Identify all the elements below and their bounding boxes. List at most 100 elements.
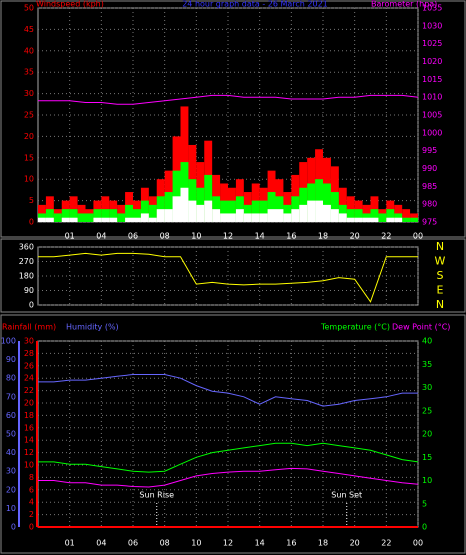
x-tick-label: 20 — [350, 539, 360, 548]
y2-tick-label: 995 — [422, 146, 437, 155]
x-tick-label: 08 — [160, 232, 170, 241]
y-tick-label: 0 — [29, 523, 34, 532]
wind-bar — [109, 217, 118, 222]
wind-bar — [77, 213, 86, 222]
wind-bar — [69, 217, 78, 222]
wind-bar — [299, 204, 308, 222]
wind-bar — [243, 213, 252, 222]
legend-label: Humidity (%) — [66, 323, 119, 332]
wind-bar — [53, 213, 62, 222]
x-tick-label: 08 — [160, 539, 170, 548]
wind-bar — [133, 217, 141, 222]
wind-bar — [346, 209, 355, 222]
wind-bar — [323, 204, 331, 222]
x-tick-label: 16 — [286, 232, 296, 241]
y3-tick-label: 10 — [6, 504, 16, 513]
y2-tick-label: 985 — [422, 182, 437, 191]
wind-bar — [402, 217, 411, 222]
y-tick-label: 90 — [24, 286, 34, 295]
x-tick-label: 06 — [128, 232, 138, 241]
x-tick-label: 06 — [128, 539, 138, 548]
y-tick-label: 10 — [24, 175, 34, 184]
y3-tick-label: 70 — [6, 392, 16, 401]
wind-bar — [148, 204, 157, 222]
x-tick-label: 12 — [223, 232, 233, 241]
y2-tick-label: E — [437, 284, 444, 297]
wind-bar — [61, 209, 70, 222]
annotation: Sun Rise — [139, 491, 174, 500]
wind-bar — [45, 209, 54, 222]
x-tick-label: 00 — [413, 539, 423, 548]
wind-bar — [378, 213, 387, 222]
y-tick-label: 24 — [24, 374, 34, 383]
y2-axis-label: Barometer (hpa) — [371, 0, 437, 9]
wind-bar — [109, 209, 118, 222]
wind-bar — [125, 217, 133, 222]
wind-bar — [307, 200, 316, 222]
y2-tick-label: 1030 — [422, 21, 442, 30]
y2-tick-label: 990 — [422, 164, 437, 173]
wind-bar — [180, 187, 189, 222]
wind-bar — [101, 209, 110, 222]
wind-bar — [164, 209, 173, 222]
x-tick-label: 10 — [191, 539, 201, 548]
legend-label: Temperature (°C) — [320, 323, 390, 332]
y2-tick-label: 980 — [422, 200, 437, 209]
y2-tick-label: 1010 — [422, 93, 442, 102]
wind-bar — [156, 209, 165, 222]
wind-bar — [410, 217, 418, 222]
y2-tick-label: 40 — [422, 337, 432, 346]
wind-bar — [228, 200, 236, 222]
y3-tick-label: 100 — [1, 337, 16, 346]
y-tick-label: 15 — [24, 153, 34, 162]
wind-bar — [228, 213, 236, 222]
wind-bar — [93, 209, 102, 222]
wind-bar — [125, 204, 133, 222]
x-tick-label: 01 — [65, 539, 75, 548]
panel-frame — [0, 0, 466, 238]
y2-tick-label: N — [436, 298, 444, 311]
y-tick-label: 14 — [24, 436, 34, 445]
y3-tick-label: 90 — [6, 355, 16, 364]
x-tick-label: 18 — [318, 232, 328, 241]
series-line — [38, 374, 418, 407]
legend-label: Rainfall (mm) — [2, 323, 56, 332]
wind-bar — [291, 209, 300, 222]
wind-bar — [204, 200, 213, 222]
y-tick-label: 12 — [24, 448, 34, 457]
y-tick-label: 4 — [29, 498, 34, 507]
wind-bar — [370, 209, 379, 222]
x-tick-label: 22 — [381, 539, 391, 548]
x-tick-label: 12 — [223, 539, 233, 548]
panel-frame — [0, 314, 466, 554]
wind-bar — [188, 200, 197, 222]
annotation: Sun Set — [331, 491, 362, 500]
x-tick-label: 10 — [191, 232, 201, 241]
wind-bar — [267, 192, 276, 222]
wind-bar — [259, 213, 268, 222]
chart-title: 24 hour graph data - 26 March 2021 — [182, 0, 328, 9]
wind-bar — [45, 217, 54, 222]
wind-bar — [283, 213, 292, 222]
wind-bar — [323, 183, 331, 222]
y-tick-label: 270 — [19, 257, 34, 266]
wind-bar — [85, 213, 94, 222]
wind-bar — [315, 200, 323, 222]
y2-tick-label: 15 — [422, 453, 432, 462]
panel-frame — [0, 238, 466, 313]
y-tick-label: 30 — [24, 89, 34, 98]
wind-bar — [354, 217, 363, 222]
series-line — [38, 94, 419, 105]
y-tick-label: 0 — [29, 301, 34, 310]
wind-bar — [220, 200, 228, 222]
y2-tick-label: 1015 — [422, 75, 442, 84]
x-tick-label: 20 — [350, 232, 360, 241]
y3-tick-label: 60 — [6, 411, 16, 420]
series-line — [38, 442, 419, 473]
wind-bar — [267, 209, 276, 222]
x-tick-label: 14 — [255, 232, 265, 241]
y-tick-label: 35 — [24, 68, 34, 77]
y3-tick-label: 0 — [11, 523, 16, 532]
wind-bar — [394, 217, 403, 222]
